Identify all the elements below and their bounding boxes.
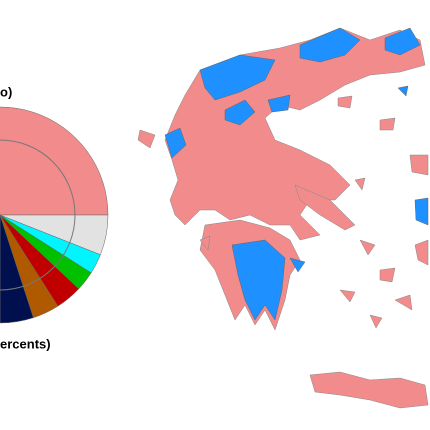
pie-inner-ring	[0, 139, 76, 291]
region	[414, 197, 429, 226]
region	[354, 177, 366, 191]
pie-caption: ercents)	[0, 336, 51, 351]
greece-map	[137, 27, 429, 409]
region	[267, 94, 291, 113]
region	[199, 235, 211, 251]
region	[224, 99, 256, 126]
region	[379, 117, 396, 131]
region	[164, 127, 187, 159]
region	[414, 239, 429, 266]
region	[289, 257, 306, 273]
region	[394, 294, 413, 311]
region	[397, 85, 409, 97]
region	[137, 129, 156, 149]
region	[309, 371, 429, 409]
region	[164, 27, 426, 241]
region	[379, 267, 396, 283]
region	[359, 239, 376, 256]
pie-chart	[0, 106, 109, 324]
region	[299, 27, 361, 63]
region	[409, 154, 429, 176]
region	[369, 314, 383, 329]
pie-slice	[0, 106, 109, 216]
region	[339, 289, 356, 303]
region	[231, 239, 286, 321]
pie-caption: o)	[0, 84, 12, 99]
region	[199, 54, 276, 101]
region	[337, 95, 353, 109]
region	[294, 184, 356, 231]
region	[384, 27, 421, 56]
